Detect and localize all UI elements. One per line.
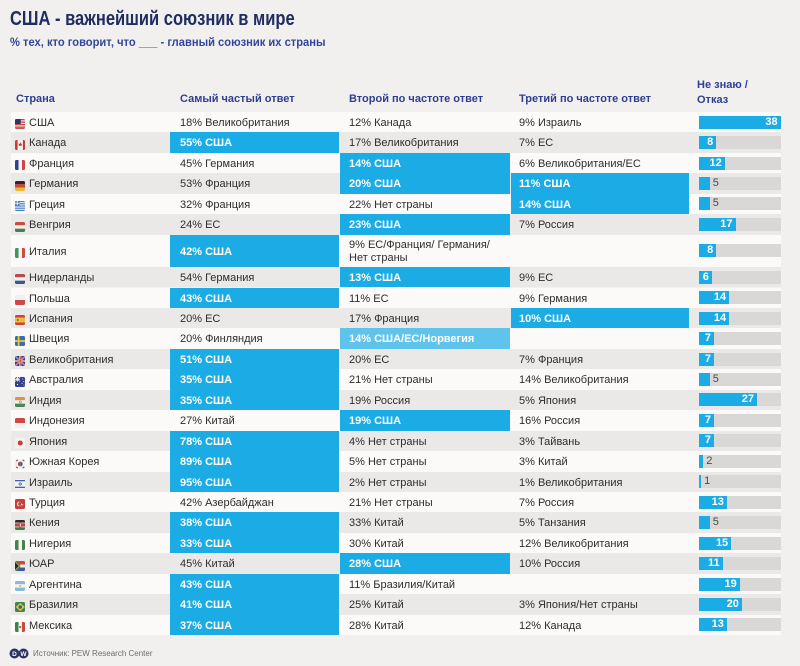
svg-text:D: D [12, 651, 17, 658]
svg-text:W: W [20, 651, 27, 658]
